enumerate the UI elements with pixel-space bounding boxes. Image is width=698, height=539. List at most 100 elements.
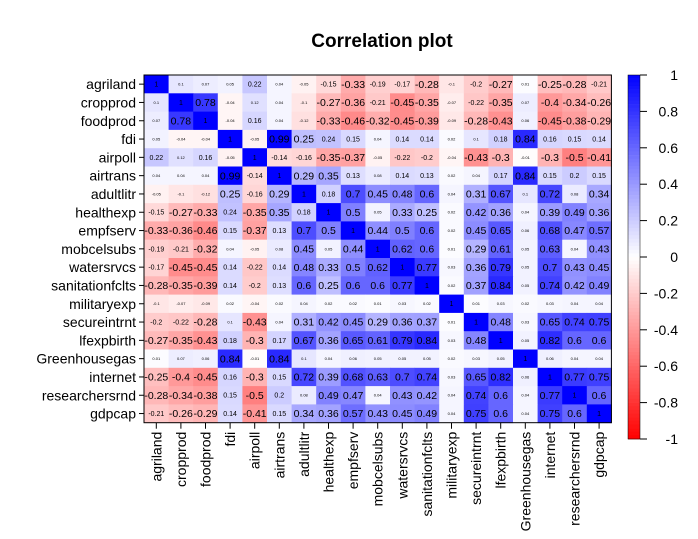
heatmap-cell-label: -0.35 — [317, 152, 341, 164]
heatmap-cell-label: 0.05 — [521, 265, 530, 270]
colorbar-segment — [628, 260, 640, 265]
heatmap-cell-label: 0.16 — [223, 374, 237, 381]
heatmap-cell — [390, 312, 415, 332]
heatmap-cell-label: 0.25 — [417, 207, 438, 219]
heatmap-cell — [463, 386, 489, 405]
heatmap-cell — [267, 294, 292, 314]
heatmap-cell-label: -0.15 — [148, 210, 164, 217]
heatmap-cell-labels: 1 0.1 0.07 0.05 0.22 0.04 -0.05 -0.15 -0.33 -0.19… — [144, 79, 611, 420]
heatmap-cell-label: -0.3 — [541, 152, 559, 164]
y-tick-label: Greenhousegas — [36, 351, 136, 367]
heatmap-cell — [537, 239, 563, 259]
colorbar-segment — [628, 358, 640, 363]
heatmap-cell — [562, 386, 588, 405]
heatmap-cell-label: 0.74 — [417, 372, 438, 384]
heatmap-cell-label: 0.6 — [592, 390, 607, 402]
heatmap-cell-label: 0.65 — [466, 372, 487, 384]
heatmap-cell-label: 0.1 — [523, 191, 529, 196]
heatmap-cell — [242, 386, 268, 405]
heatmap-cell-label: 0.14 — [420, 137, 434, 144]
heatmap-cell-label: 1 — [523, 356, 527, 363]
heatmap-cell — [340, 276, 366, 295]
heatmap-cell — [365, 294, 391, 314]
heatmap-cell — [217, 129, 243, 149]
x-tick-label: airtrans — [271, 432, 287, 479]
heatmap-cell — [340, 349, 366, 369]
chart-title: Correlation plot — [311, 31, 453, 52]
colorbar-segment — [628, 235, 640, 240]
y-tick-label: agriland — [86, 76, 136, 92]
heatmap-cell — [414, 184, 440, 204]
x-tick-label: secureintrnt — [468, 432, 484, 505]
heatmap-cell-label: 0.29 — [269, 189, 290, 201]
heatmap-cell — [488, 203, 514, 222]
heatmap-cell-label: 0.14 — [395, 173, 409, 180]
heatmap-cell-label: 0.34 — [589, 189, 610, 201]
heatmap-cell — [267, 258, 292, 277]
heatmap-cell — [217, 239, 243, 259]
heatmap-cell — [513, 221, 538, 241]
heatmap-cell-label: 0.14 — [223, 283, 237, 290]
heatmap-cell-label: 0.6 — [493, 390, 508, 402]
heatmap-cell-label: 0.5 — [321, 225, 336, 237]
x-tick-label: Greenhousegas — [517, 432, 533, 532]
heatmap-cell — [144, 166, 169, 186]
heatmap-cell-label: 0.43 — [589, 244, 610, 256]
heatmap-cell — [488, 294, 514, 314]
heatmap-cell-label: -0.2 — [470, 82, 482, 89]
heatmap-cell — [537, 312, 563, 332]
heatmap-cell-label: 0.43 — [392, 390, 413, 402]
heatmap-cell — [217, 386, 243, 405]
heatmap-cell — [488, 367, 514, 387]
heatmap-cell — [537, 203, 563, 222]
heatmap-cell-label: 0.2 — [570, 173, 580, 180]
heatmap-cell — [291, 312, 317, 332]
heatmap-cell-label: -0.22 — [394, 155, 410, 162]
heatmap-cell-label: 0.5 — [346, 262, 361, 274]
heatmap-cell-label: 0.02 — [448, 136, 457, 141]
heatmap-cell-label: -0.35 — [243, 207, 267, 219]
heatmap-cell-label: -0.1 — [300, 100, 308, 105]
heatmap-cell-label: 0.29 — [294, 170, 315, 182]
heatmap-cell — [242, 294, 268, 314]
heatmap-cell-label: 0.15 — [592, 173, 606, 180]
heatmap-cell-label: 0.48 — [466, 335, 487, 347]
colorbar-segment — [628, 85, 640, 90]
heatmap-cell — [316, 312, 342, 332]
heatmap-cell-label: 0.84 — [417, 335, 438, 347]
heatmap-cell-label: 0.02 — [521, 301, 530, 306]
heatmap-cell — [537, 386, 563, 405]
heatmap-cell — [513, 294, 538, 314]
colorbar-segment — [628, 278, 640, 283]
y-tick-label: lfexpbirth — [79, 332, 136, 348]
heatmap-cell-label: 0.05 — [521, 338, 530, 343]
heatmap-cell — [365, 331, 391, 350]
heatmap-cell — [562, 148, 588, 167]
heatmap-cell-label: -0.05 — [152, 191, 162, 196]
heatmap-cell-label: -0.35 — [489, 97, 513, 109]
heatmap-cell-label: 0.05 — [423, 356, 432, 361]
colorbar-segment — [628, 93, 640, 98]
colorbar-tick-label: -1 — [666, 431, 679, 447]
colorbar-segment — [628, 220, 640, 225]
heatmap-cell-label: 0.7 — [346, 189, 361, 201]
heatmap-cell — [537, 166, 563, 186]
heatmap-cell-label: 0.45 — [343, 317, 364, 329]
heatmap-cell-label: 0.5 — [346, 207, 361, 219]
heatmap-cell — [144, 111, 169, 131]
heatmap-cell-label: -0.19 — [370, 82, 386, 89]
colorbar-segment — [628, 391, 640, 396]
heatmap-cell-label: 0.42 — [466, 207, 487, 219]
heatmap-cell-label: 0.36 — [466, 262, 487, 274]
heatmap-cell — [242, 166, 268, 186]
heatmap-cell — [488, 349, 514, 369]
heatmap-cell — [144, 276, 169, 295]
colorbar-segment — [628, 104, 640, 109]
heatmap-cell-label: 0.45 — [294, 244, 315, 256]
heatmap-cell-label: 0.39 — [540, 207, 561, 219]
colorbar-tick-label: -0.4 — [654, 322, 678, 338]
heatmap-cell — [365, 367, 391, 387]
heatmap-cell-label: 0.75 — [589, 372, 610, 384]
x-tick-label: gdpcap — [591, 431, 607, 477]
